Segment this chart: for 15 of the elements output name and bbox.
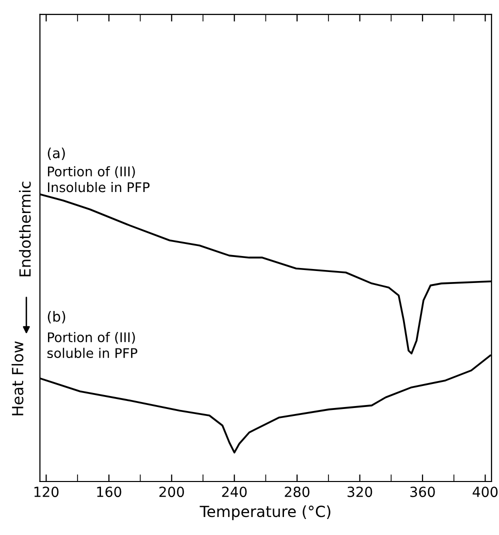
x-axis-title: Temperature (°C) xyxy=(200,505,330,520)
x-tick-label: 240 xyxy=(222,486,247,498)
x-tick-label: 120 xyxy=(34,486,59,498)
x-tick-label: 400 xyxy=(472,486,498,498)
x-tick-label: 280 xyxy=(284,486,310,498)
x-tick-label: 200 xyxy=(159,486,184,498)
text: Portion of (III) Insoluble in PFP xyxy=(48,166,150,192)
x-tick-label: 360 xyxy=(410,486,435,498)
y-axis-title: Heat Flow xyxy=(12,341,24,416)
annotation: (b) xyxy=(48,311,66,324)
annotation: Portion of (III) soluble in PFP xyxy=(47,332,138,358)
x-tick-label: 320 xyxy=(348,486,372,498)
text: Endothermic xyxy=(18,182,31,276)
text: (a) xyxy=(48,148,65,160)
x-tick-label: 160 xyxy=(97,486,122,498)
